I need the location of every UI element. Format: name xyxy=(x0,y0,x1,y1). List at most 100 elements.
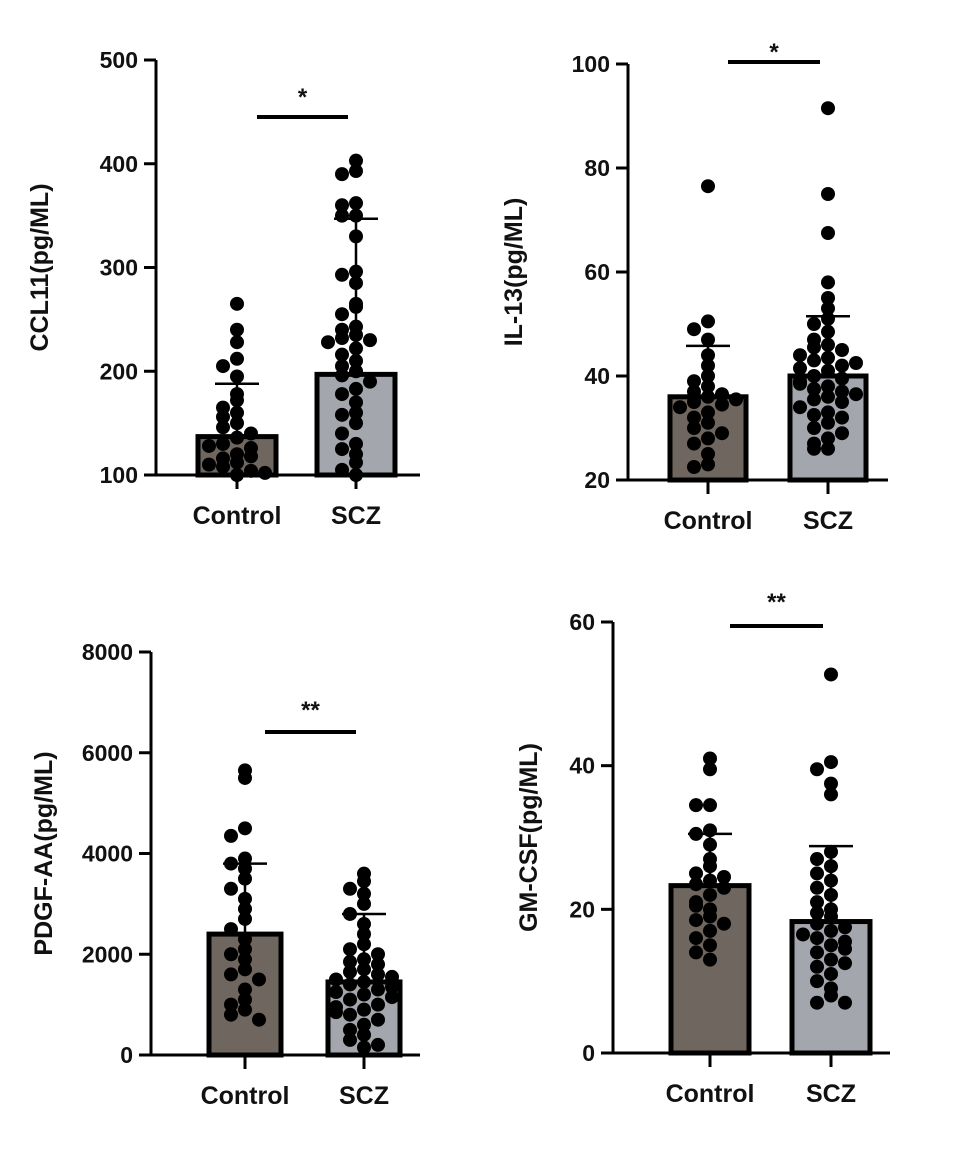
data-point xyxy=(821,389,835,404)
data-point xyxy=(835,371,849,386)
data-point xyxy=(335,208,349,223)
data-point xyxy=(849,356,863,370)
data-point xyxy=(835,358,849,373)
data-point xyxy=(357,1027,371,1042)
y-axis-title: PDGF-AA(pg/ML) xyxy=(30,751,58,955)
data-point xyxy=(343,964,357,979)
data-point xyxy=(349,416,363,431)
data-point xyxy=(824,966,838,981)
data-point xyxy=(349,455,363,470)
data-point xyxy=(821,301,835,316)
data-point xyxy=(701,314,715,329)
data-point xyxy=(821,101,835,116)
data-point xyxy=(821,405,835,420)
data-point xyxy=(717,870,731,885)
y-tick-label: 4000 xyxy=(82,841,133,867)
data-point xyxy=(244,426,258,441)
data-point xyxy=(238,932,252,947)
y-tick-label: 500 xyxy=(100,47,138,73)
data-point xyxy=(363,333,377,348)
x-tick-label: SCZ xyxy=(803,507,853,535)
data-point xyxy=(701,457,715,472)
data-point xyxy=(230,351,244,366)
data-point xyxy=(807,382,821,396)
data-point xyxy=(821,275,835,290)
y-tick-label: 80 xyxy=(584,155,610,181)
y-tick-label: 20 xyxy=(584,467,610,493)
data-point xyxy=(824,923,838,938)
data-point xyxy=(335,198,349,213)
y-axis-title: CCL11(pg/ML) xyxy=(26,183,54,351)
data-point xyxy=(687,395,701,409)
significance-label: * xyxy=(298,84,308,111)
data-point xyxy=(224,922,238,937)
data-point xyxy=(835,384,849,399)
data-point xyxy=(371,997,385,1012)
data-point xyxy=(849,387,863,402)
data-point xyxy=(216,459,230,474)
data-point xyxy=(689,877,703,892)
data-point xyxy=(824,938,838,953)
data-point xyxy=(810,866,824,881)
data-point xyxy=(202,438,216,453)
data-point xyxy=(343,992,357,1007)
data-point xyxy=(343,1032,357,1047)
y-tick-label: 8000 xyxy=(82,639,133,665)
data-point xyxy=(835,426,849,441)
data-point xyxy=(357,1017,371,1032)
data-point xyxy=(230,430,244,445)
data-point xyxy=(838,995,852,1010)
data-point xyxy=(230,335,244,350)
data-point xyxy=(701,332,715,347)
data-point xyxy=(258,465,272,480)
data-point xyxy=(224,881,238,896)
data-point xyxy=(689,931,703,946)
data-point xyxy=(687,410,701,425)
data-point xyxy=(821,226,835,240)
y-tick-label: 40 xyxy=(569,753,595,779)
data-point xyxy=(810,905,824,920)
panel-1: 20 40 60 80 100 Control SCZ IL-13(pg/ML) * xyxy=(500,39,888,535)
data-point xyxy=(357,874,371,889)
y-tick-label: 60 xyxy=(569,609,595,635)
data-point xyxy=(349,381,363,396)
data-point xyxy=(335,368,349,383)
data-point xyxy=(793,361,807,376)
data-point xyxy=(244,449,258,464)
data-point xyxy=(687,384,701,399)
data-point xyxy=(807,408,821,422)
data-point xyxy=(224,947,238,962)
data-point xyxy=(717,916,731,931)
data-point xyxy=(701,415,715,430)
data-point xyxy=(701,431,715,446)
x-tick-label: Control xyxy=(201,1082,290,1110)
data-point xyxy=(224,997,238,1012)
data-point xyxy=(824,988,838,1003)
y-tick-label: 6000 xyxy=(82,740,133,766)
data-point xyxy=(230,322,244,337)
y-tick-label: 2000 xyxy=(82,941,133,967)
data-point xyxy=(357,886,371,901)
data-point xyxy=(238,992,252,1007)
data-point xyxy=(216,420,230,435)
data-point xyxy=(824,787,838,802)
data-point xyxy=(335,331,349,346)
panel-0: 100 200 300 400 500 Control SCZ CCL11(pg/ML) * xyxy=(26,47,420,530)
data-point xyxy=(385,979,399,994)
data-point xyxy=(687,322,701,337)
data-point xyxy=(824,755,838,770)
data-point xyxy=(835,410,849,425)
data-point xyxy=(335,462,349,477)
data-point xyxy=(689,898,703,913)
data-point xyxy=(335,442,349,457)
data-point xyxy=(810,931,824,946)
y-tick-label: 0 xyxy=(120,1042,133,1068)
data-point xyxy=(810,995,824,1010)
data-point xyxy=(363,374,377,389)
y-axis-title: GM-CSF(pg/ML) xyxy=(515,743,543,932)
data-point xyxy=(821,291,835,305)
data-point xyxy=(810,880,824,895)
data-point xyxy=(349,164,363,179)
x-tick-label: Control xyxy=(193,502,282,530)
y-tick-label: 0 xyxy=(582,1040,595,1066)
